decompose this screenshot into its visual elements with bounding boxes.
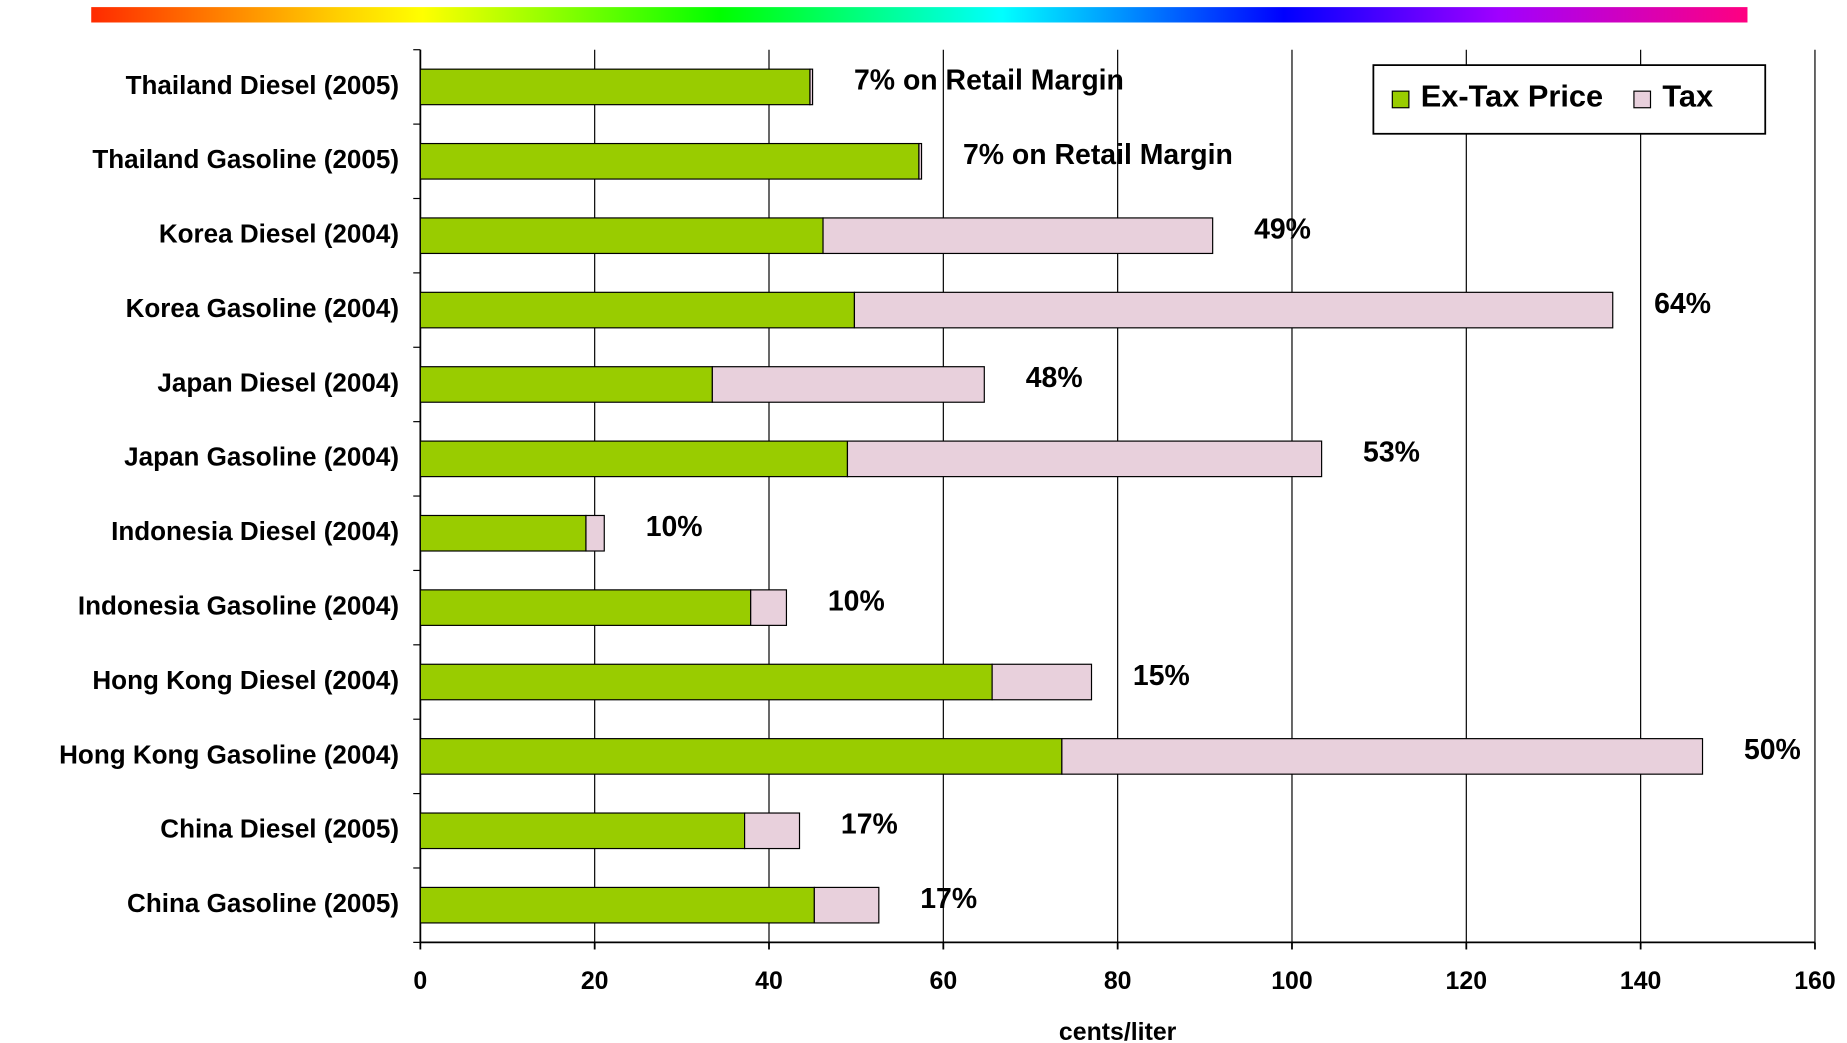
bar-segment (822, 217, 1214, 255)
decor-bar (91, 7, 1748, 23)
x-tick-label: 20 (581, 967, 609, 995)
x-axis-label: cents/liter (1059, 1018, 1177, 1043)
y-tick-label: Indonesia Gasoline (2004) (78, 591, 399, 621)
y-tick-label: Hong Kong Gasoline (2004) (59, 739, 399, 769)
bar-segment (419, 291, 856, 329)
data-annotation: 53% (1363, 437, 1420, 469)
bar-segment (991, 663, 1093, 701)
y-tick-label: Thailand Gasoline (2005) (92, 144, 399, 174)
y-tick-label: China Diesel (2005) (160, 814, 399, 844)
y-tick-label: Japan Gasoline (2004) (124, 442, 399, 472)
bar-segment (809, 68, 814, 106)
y-tick-label: Thailand Diesel (2005) (126, 70, 399, 100)
bar-segment (744, 812, 801, 850)
legend-box (1372, 64, 1767, 135)
bar-segment (711, 366, 985, 403)
x-tick-label: 80 (1104, 967, 1132, 995)
bar-segment (1061, 738, 1704, 775)
bar-segment (419, 663, 993, 701)
x-tick-label: 100 (1271, 967, 1312, 995)
y-tick-label: Hong Kong Diesel (2004) (92, 665, 399, 695)
bar-segment (419, 440, 849, 478)
legend-swatch (1391, 90, 1410, 109)
legend-swatch (1633, 90, 1652, 109)
data-annotation: 7% on Retail Margin (963, 139, 1233, 171)
data-annotation: 10% (828, 585, 885, 617)
data-annotation: 50% (1744, 734, 1801, 766)
bar-segment (585, 514, 605, 552)
data-annotation: 49% (1254, 213, 1311, 245)
bar-segment (918, 142, 923, 180)
data-annotation: 17% (920, 883, 977, 915)
bar-segment (419, 366, 713, 403)
bar-segment (419, 738, 1063, 775)
bar-segment (846, 440, 1323, 478)
x-tick-label: 60 (930, 967, 958, 995)
data-annotation: 7% on Retail Margin (854, 65, 1124, 97)
bar-segment (813, 886, 880, 924)
x-tick-label: 140 (1620, 967, 1661, 995)
bar-segment (419, 142, 920, 180)
bar-segment (853, 291, 1614, 329)
x-tick-label: 160 (1794, 967, 1835, 995)
data-annotation: 10% (646, 511, 703, 543)
bar-segment (419, 514, 587, 552)
bar-segment (419, 217, 824, 255)
bar-segment (419, 68, 811, 106)
x-tick-label: 120 (1446, 967, 1487, 995)
legend-label: Ex-Tax Price (1421, 78, 1603, 113)
y-tick-label: Korea Diesel (2004) (159, 219, 399, 249)
y-tick-label: Korea Gasoline (2004) (126, 293, 399, 323)
bar-segment (419, 812, 746, 850)
y-tick-label: Japan Diesel (2004) (157, 367, 399, 397)
x-tick-label: 0 (413, 967, 427, 995)
x-tick-label: 40 (755, 967, 783, 995)
data-annotation: 17% (841, 809, 898, 841)
data-annotation: 48% (1026, 362, 1083, 394)
bar-segment (419, 886, 815, 924)
bar-segment (750, 589, 788, 626)
bar-segment (419, 589, 752, 626)
y-tick-label: Indonesia Diesel (2004) (111, 516, 399, 546)
data-annotation: 64% (1654, 288, 1711, 320)
y-tick-label: China Gasoline (2005) (127, 888, 399, 918)
data-annotation: 15% (1133, 660, 1190, 692)
legend-label: Tax (1662, 78, 1713, 113)
